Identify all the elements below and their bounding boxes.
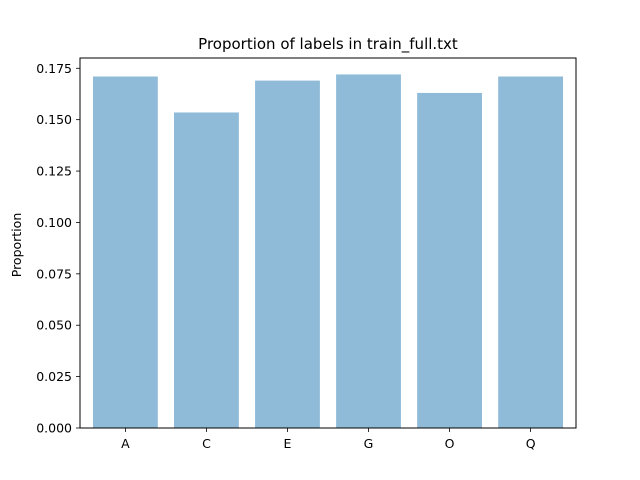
- bars-group: [92, 74, 564, 429]
- bar-Q: [498, 76, 564, 428]
- bar-G: [336, 74, 401, 428]
- x-tick-label: E: [284, 436, 292, 451]
- y-axis-ticks: 0.000 0.025 0.050 0.075 0.100 0.125 0.150 0.175: [36, 61, 80, 436]
- y-tick-label: 0.125: [36, 164, 72, 179]
- y-tick-label: 0.075: [36, 266, 72, 281]
- y-tick-label: 0.175: [36, 61, 72, 76]
- y-tick-label: 0.150: [36, 112, 72, 127]
- x-tick-label: G: [364, 436, 374, 451]
- y-tick-label: 0.000: [36, 421, 72, 436]
- y-tick-label: 0.025: [36, 369, 72, 384]
- bar-C: [174, 112, 239, 428]
- x-tick-label: Q: [526, 436, 536, 451]
- y-tick-label: 0.100: [36, 215, 72, 230]
- y-tick-label: 0.050: [36, 318, 72, 333]
- x-tick-label: A: [121, 436, 130, 451]
- bar-E: [255, 80, 320, 429]
- chart-title: Proportion of labels in train_full.txt: [198, 35, 458, 54]
- x-tick-label: O: [445, 436, 455, 451]
- bar-O: [417, 92, 482, 428]
- y-axis-label: Proportion: [9, 213, 24, 278]
- x-tick-label: C: [202, 436, 211, 451]
- plot-frame: [79, 57, 577, 429]
- bar-A: [92, 76, 158, 428]
